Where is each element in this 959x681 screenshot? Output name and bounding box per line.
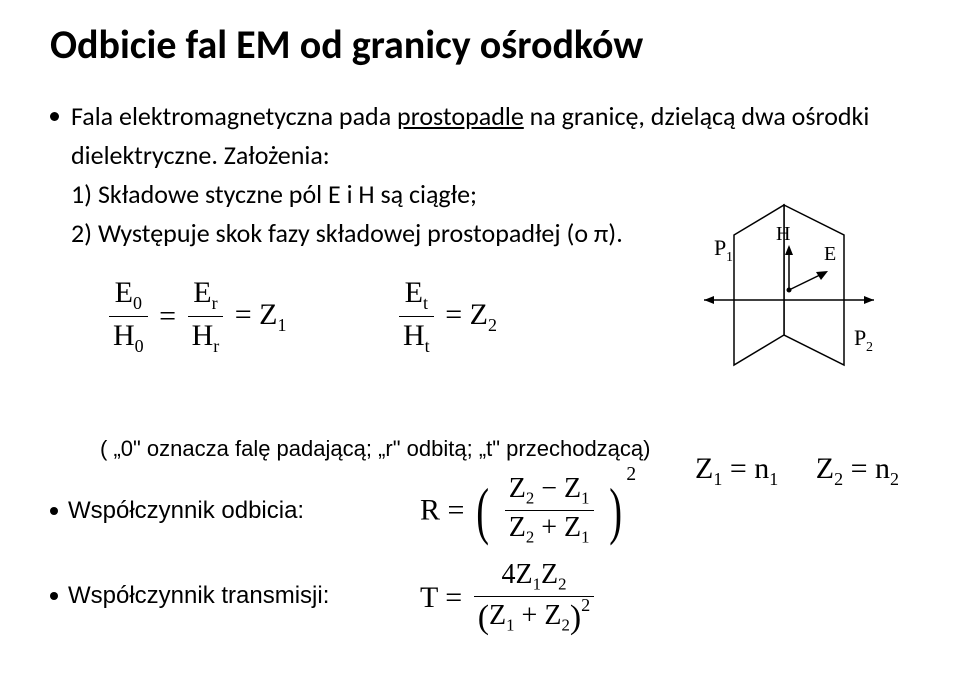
- svg-text:2: 2: [866, 340, 873, 355]
- intro-post: na granicę, dzielącą dwa ośrodki: [524, 100, 870, 132]
- zn-z2: Z: [816, 452, 834, 485]
- rden-z2s: 2: [526, 528, 534, 547]
- bullet-icon: [50, 507, 58, 515]
- page-title: Odbicie fal EM od granicy ośrodków: [50, 20, 909, 69]
- et-sub: t: [423, 293, 428, 313]
- ht-sub: t: [425, 336, 430, 356]
- tnum-z1s: 1: [533, 575, 541, 594]
- zn-z1: Z: [695, 452, 713, 485]
- rden-z1: Z: [564, 512, 581, 543]
- et-num: E: [405, 276, 423, 309]
- rnum-z2s: 2: [526, 489, 534, 508]
- document-page: Odbicie fal EM od granicy ośrodków Fala …: [0, 0, 959, 681]
- er-num: E: [193, 276, 211, 309]
- frac-e0-h0: E0 H0: [109, 276, 148, 357]
- frac-er-hr: Er Hr: [188, 276, 224, 357]
- intro-line-2: dielektryczne. Założenia:: [50, 138, 909, 173]
- formula-e0-er: E0 H0 = Er Hr = Z1: [105, 276, 287, 357]
- formula-r: R = ( Z2 − Z1 Z2 + Z1 ) 2: [420, 474, 636, 547]
- eqz1text: = Z: [235, 298, 278, 331]
- tden-op: +: [522, 601, 538, 632]
- tden-z1: Z: [489, 601, 506, 632]
- eqz2text: = Z: [445, 298, 488, 331]
- z1-sub: 1: [278, 315, 287, 335]
- zn-eq2: = n: [851, 452, 890, 485]
- rnum-z1s: 1: [581, 489, 589, 508]
- rden-z2: Z: [509, 512, 526, 543]
- tden-pow: 2: [581, 595, 590, 615]
- tnum-z2: Z: [541, 559, 558, 590]
- formula-et: Et Ht = Z2: [395, 276, 497, 357]
- rden-z1s: 1: [581, 528, 589, 547]
- tnum-4: 4: [501, 559, 515, 590]
- tden-z2s: 2: [561, 616, 569, 635]
- bullet-icon: [50, 112, 59, 121]
- er-sub: r: [212, 293, 218, 313]
- r-power: 2: [626, 464, 636, 485]
- hr-den: H: [192, 319, 214, 352]
- z2-sub: 2: [488, 315, 497, 335]
- intro-pre: Fala elektromagnetyczna pada: [71, 100, 397, 132]
- label-p2: P: [854, 325, 866, 350]
- rden-op: +: [541, 512, 557, 543]
- label-e: E: [824, 243, 836, 265]
- e0-sub: 0: [133, 293, 142, 313]
- coef-odbicia-text: Współczynnik odbicia:: [68, 497, 304, 524]
- rnum-op: −: [541, 473, 557, 504]
- r-lhs: R =: [420, 494, 464, 527]
- coef-transmisji-text: Współczynnik transmisji:: [68, 582, 329, 609]
- formula-t: T = 4Z1Z2 (Z1 + Z2)2: [420, 560, 598, 636]
- intro-line-1: Fala elektromagnetyczna pada prostopadle…: [50, 99, 909, 134]
- eq1: =: [159, 300, 176, 333]
- zn-eq1: = n: [730, 452, 769, 485]
- h0-den: H: [113, 319, 135, 352]
- rnum-z2: Z: [509, 473, 526, 504]
- frac-et-ht: Et Ht: [399, 276, 434, 357]
- svg-text:1: 1: [726, 250, 733, 265]
- label-h: H: [776, 223, 790, 245]
- bullet-icon: [50, 592, 58, 600]
- intro-underlined: prostopadle: [397, 100, 524, 132]
- tden-z2: Z: [544, 601, 561, 632]
- tden-z1s: 1: [506, 616, 514, 635]
- t-lhs: T =: [420, 582, 462, 615]
- eq-z2: = Z2: [445, 298, 497, 331]
- interface-diagram: P 1 H E P 2: [674, 195, 904, 380]
- ht-den: H: [403, 319, 425, 352]
- eq-z1: = Z1: [235, 298, 287, 331]
- rnum-z1: Z: [564, 473, 581, 504]
- coefficients-block: Współczynnik odbicia: R = ( Z2 − Z1 Z2 +…: [50, 482, 909, 652]
- label-p1: P: [714, 235, 726, 260]
- h0-sub: 0: [135, 336, 144, 356]
- e0-num: E: [115, 276, 133, 309]
- tnum-z2s: 2: [558, 575, 566, 594]
- coef-transmission-label: Współczynnik transmisji:: [50, 582, 329, 610]
- coef-reflection-label: Współczynnik odbicia:: [50, 497, 304, 525]
- tnum-z1: Z: [515, 559, 532, 590]
- r-paren-frac: ( Z2 − Z1 Z2 + Z1 ): [472, 474, 626, 547]
- hr-sub: r: [213, 336, 219, 356]
